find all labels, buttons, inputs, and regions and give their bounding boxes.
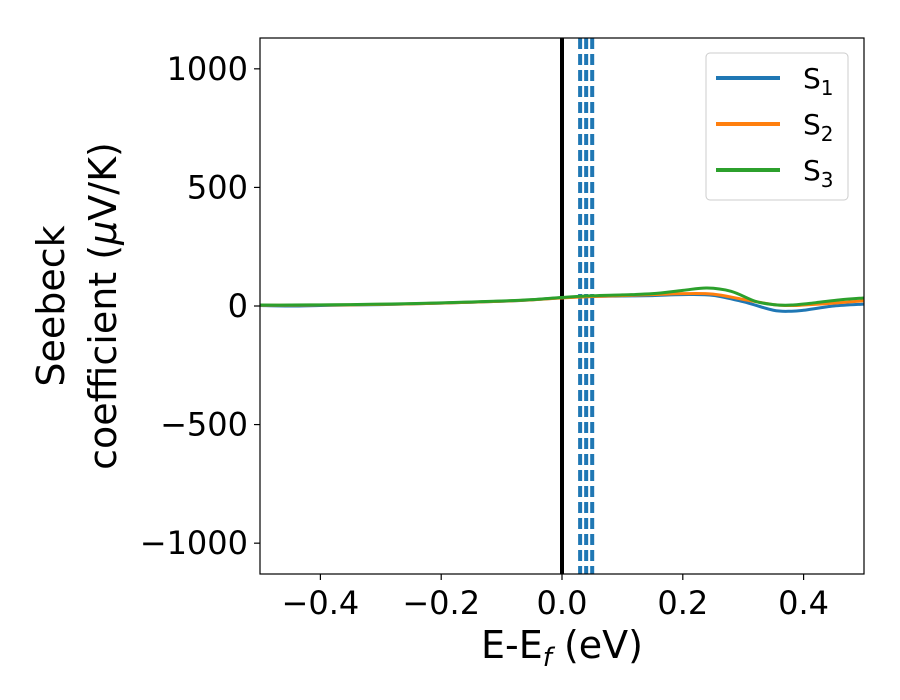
x-tick-label: 0.0	[537, 584, 588, 622]
legend-label-s3: S3	[803, 154, 834, 192]
x-tick-label: 0.2	[657, 584, 708, 622]
legend-box	[705, 52, 849, 201]
y-tick-label: −1000	[140, 524, 248, 562]
y-tick-label: 500	[187, 168, 248, 206]
y-tick-label: 1000	[167, 50, 248, 88]
y-axis-label-line2: coefficient (μV/K)	[81, 142, 125, 470]
reference-lines	[560, 38, 595, 574]
x-tick-label: −0.4	[282, 584, 360, 622]
legend: S1 S2 S3	[705, 52, 849, 201]
y-axis-label-group: Seebeck coefficient (μV/K)	[29, 142, 125, 470]
x-axis-ticks: −0.4 −0.2 0.0 0.2 0.4	[282, 574, 829, 622]
x-tick-label: −0.2	[402, 584, 480, 622]
legend-label-s1: S1	[803, 62, 834, 100]
series-lines	[260, 286, 864, 313]
y-tick-label: −500	[160, 406, 248, 444]
y-axis-ticks: −1000 −500 0 500 1000	[140, 50, 260, 562]
legend-label-s2: S2	[803, 108, 834, 146]
series-line-s3	[260, 286, 864, 307]
y-tick-label: 0	[228, 287, 248, 325]
x-axis-label: E-Ef (eV)	[481, 623, 643, 673]
x-tick-label: 0.4	[778, 584, 829, 622]
y-axis-label-line1: Seebeck	[29, 225, 73, 386]
